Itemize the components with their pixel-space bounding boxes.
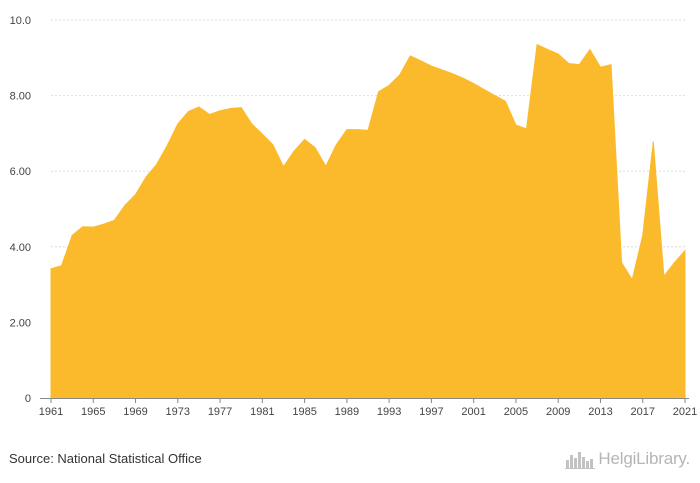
x-tick-label: 1969	[123, 406, 147, 418]
x-tick-label: 1965	[81, 406, 105, 418]
x-tick-label: 2001	[461, 406, 485, 418]
helgi-library-logo[interactable]: HelgiLibrary.	[565, 447, 690, 471]
logo-text: HelgiLibrary.	[598, 449, 690, 468]
series-layer	[50, 43, 686, 399]
y-tick-label: 0	[25, 393, 31, 405]
x-tick-label: 1973	[166, 406, 190, 418]
x-tick-label: 1993	[377, 406, 401, 418]
x-tick-label: 1985	[292, 406, 316, 418]
y-axis: 0 2.00 4.00 6.00 8.00 10.0	[10, 15, 31, 405]
x-tick-label: 1989	[335, 406, 359, 418]
chart-footer: Source: National Statistical Office Helg…	[0, 437, 700, 483]
y-tick-label: 10.0	[10, 15, 31, 27]
x-tick-label: 1981	[250, 406, 274, 418]
y-tick-label: 4.00	[10, 242, 31, 254]
x-tick-label: 1961	[39, 406, 63, 418]
source-note: Source: National Statistical Office	[9, 451, 202, 466]
x-tick-label: 2021	[673, 406, 697, 418]
series-area[interactable]	[50, 43, 686, 399]
city-skyline-icon	[565, 452, 596, 469]
x-tick-label: 2009	[546, 406, 570, 418]
area-chart: 1961 1965 1969 1973 1977 1981 1985 1989 1993 1997…	[10, 15, 698, 418]
y-tick-label: 6.00	[10, 166, 31, 178]
x-tick-label: 2013	[588, 406, 612, 418]
y-tick-label: 2.00	[10, 317, 31, 329]
x-tick-label: 2017	[630, 406, 654, 418]
x-tick-label: 1977	[208, 406, 232, 418]
x-tick-label: 1997	[419, 406, 443, 418]
x-axis: 1961 1965 1969 1973 1977 1981 1985 1989 1993 1997…	[39, 398, 697, 418]
y-tick-label: 8.00	[10, 91, 31, 103]
x-tick-label: 2005	[504, 406, 528, 418]
